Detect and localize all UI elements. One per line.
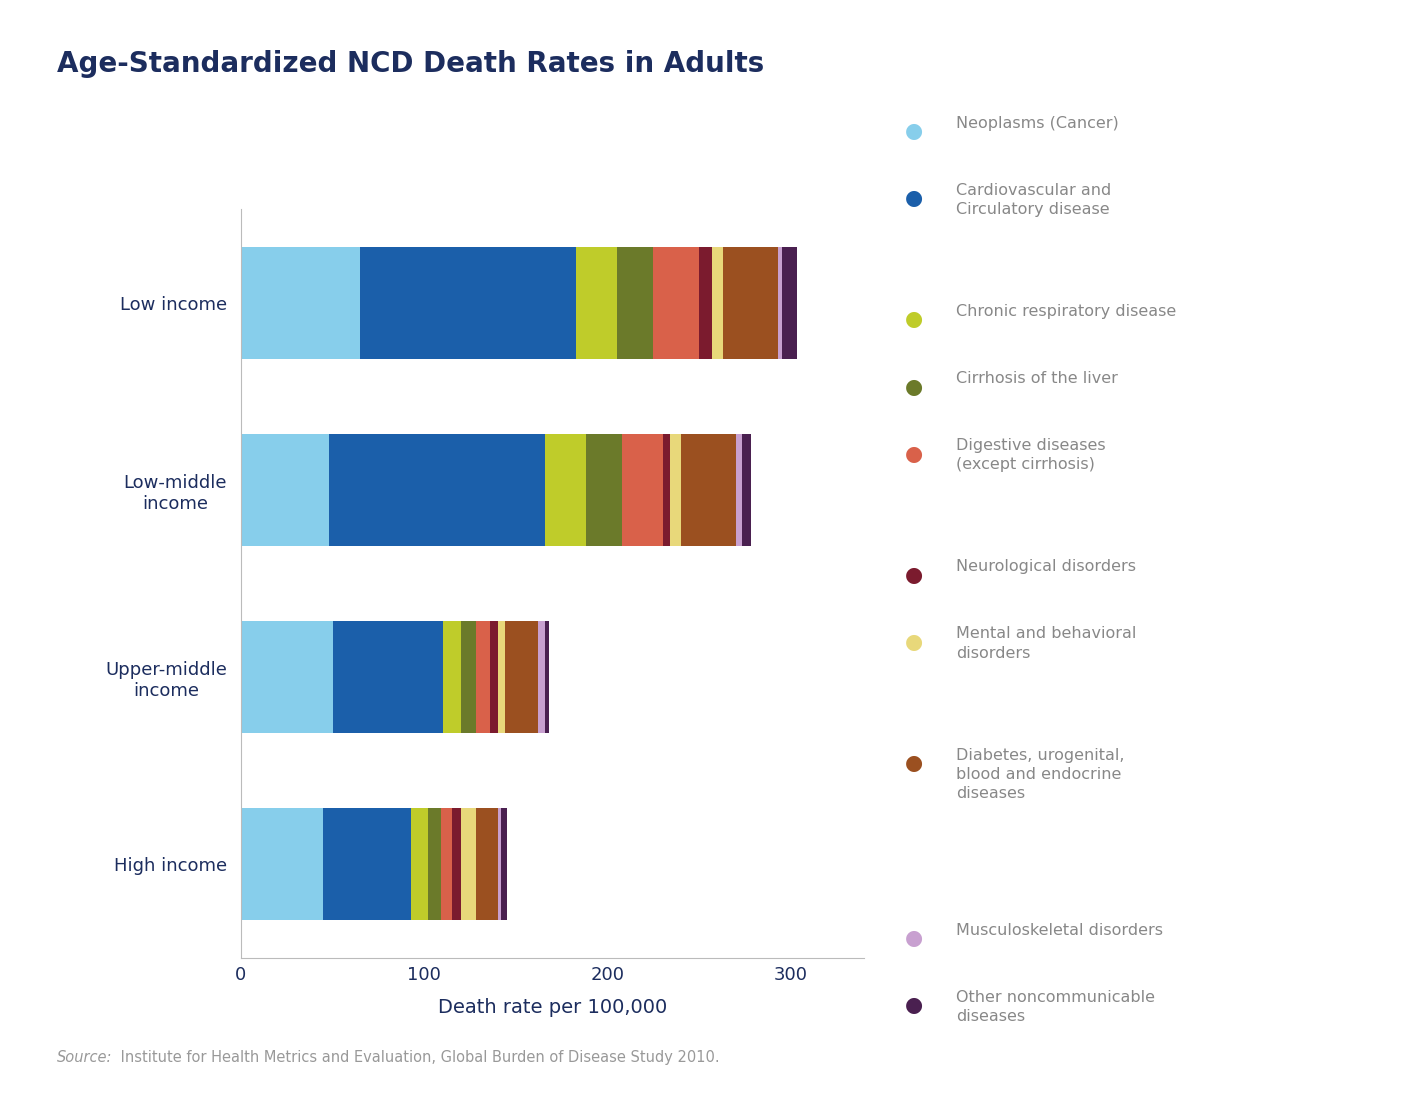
Bar: [504, 621, 538, 733]
Bar: [682, 434, 735, 546]
Text: ●: ●: [905, 444, 922, 464]
Text: Mental and behavioral
disorders: Mental and behavioral disorders: [956, 626, 1136, 661]
Text: Cirrhosis of the liver: Cirrhosis of the liver: [956, 371, 1118, 386]
Text: Age-Standardized NCD Death Rates in Adults: Age-Standardized NCD Death Rates in Adul…: [57, 50, 764, 77]
Text: Chronic respiratory disease: Chronic respiratory disease: [956, 304, 1176, 319]
Bar: [441, 808, 452, 920]
Bar: [329, 434, 546, 546]
Bar: [497, 808, 502, 920]
Text: Digestive diseases
(except cirrhosis): Digestive diseases (except cirrhosis): [956, 438, 1107, 472]
Bar: [653, 247, 700, 359]
Bar: [461, 808, 476, 920]
Bar: [241, 434, 329, 546]
Bar: [323, 808, 411, 920]
Bar: [497, 621, 504, 733]
Bar: [670, 434, 682, 546]
Text: ●: ●: [905, 377, 922, 396]
Bar: [411, 808, 428, 920]
Bar: [428, 808, 441, 920]
Bar: [616, 247, 653, 359]
Text: ●: ●: [905, 995, 922, 1015]
Bar: [442, 621, 461, 733]
Text: ●: ●: [905, 309, 922, 329]
Bar: [241, 621, 333, 733]
Bar: [241, 247, 360, 359]
Text: Neoplasms (Cancer): Neoplasms (Cancer): [956, 116, 1119, 131]
Text: Source:: Source:: [57, 1049, 112, 1065]
Bar: [700, 247, 713, 359]
Bar: [713, 247, 723, 359]
Text: Institute for Health Metrics and Evaluation, Global Burden of Disease Study 2010: Institute for Health Metrics and Evaluat…: [116, 1049, 720, 1065]
Bar: [502, 808, 507, 920]
Bar: [538, 621, 546, 733]
Text: Other noncommunicable
diseases: Other noncommunicable diseases: [956, 990, 1155, 1024]
Text: Cardiovascular and
Circulatory disease: Cardiovascular and Circulatory disease: [956, 183, 1112, 217]
Bar: [778, 247, 782, 359]
Text: Neurological disorders: Neurological disorders: [956, 559, 1136, 575]
X-axis label: Death rate per 100,000: Death rate per 100,000: [438, 999, 667, 1017]
Bar: [333, 621, 442, 733]
Bar: [476, 621, 490, 733]
Text: ●: ●: [905, 565, 922, 585]
Bar: [735, 434, 741, 546]
Bar: [723, 247, 778, 359]
Bar: [241, 808, 323, 920]
Text: ●: ●: [905, 188, 922, 208]
Bar: [461, 621, 476, 733]
Bar: [782, 247, 796, 359]
Bar: [360, 247, 577, 359]
Bar: [622, 434, 663, 546]
Bar: [490, 621, 497, 733]
Text: ●: ●: [905, 753, 922, 773]
Bar: [476, 808, 497, 920]
Bar: [577, 247, 616, 359]
Text: ●: ●: [905, 121, 922, 141]
Text: ●: ●: [905, 928, 922, 948]
Bar: [741, 434, 751, 546]
Bar: [452, 808, 461, 920]
Bar: [546, 621, 548, 733]
Text: Musculoskeletal disorders: Musculoskeletal disorders: [956, 923, 1163, 938]
Bar: [585, 434, 622, 546]
Bar: [663, 434, 670, 546]
Bar: [546, 434, 585, 546]
Text: Diabetes, urogenital,
blood and endocrine
diseases: Diabetes, urogenital, blood and endocrin…: [956, 748, 1125, 802]
Text: ●: ●: [905, 632, 922, 652]
